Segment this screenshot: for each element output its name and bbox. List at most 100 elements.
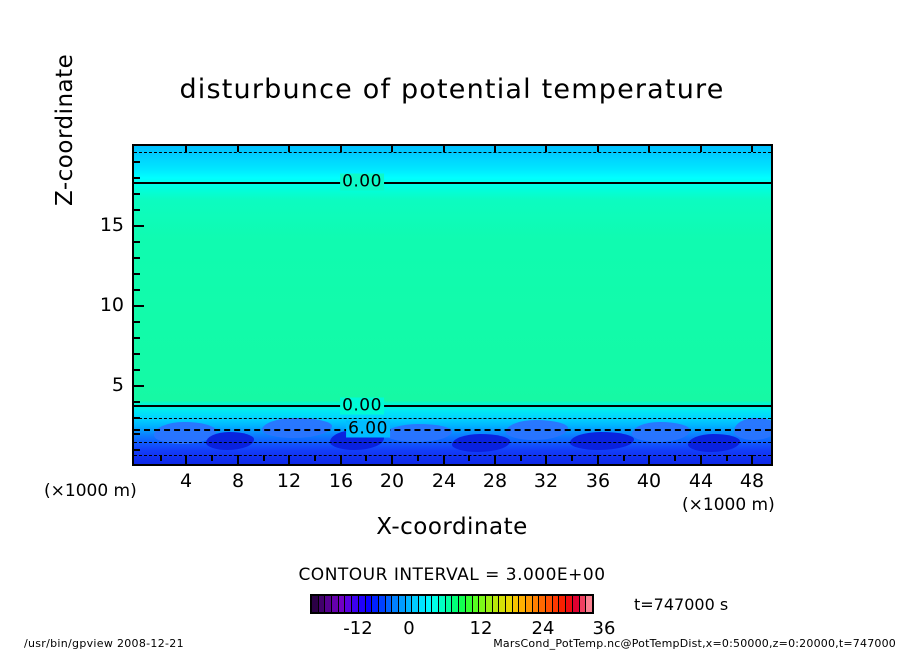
colorbar-cell: [378, 596, 386, 612]
x-tick-minor-top: [185, 146, 187, 152]
colorbar-cell: [492, 596, 500, 612]
colorbar-cell: [358, 596, 366, 612]
colorbar-cell: [385, 596, 393, 612]
x-tick-label: 24: [431, 470, 457, 492]
contour-interval-label: CONTOUR INTERVAL = 3.000E+00: [298, 565, 606, 585]
colorbar-tick-label: 12: [469, 618, 493, 639]
y-tick-minor: [134, 193, 140, 195]
colorbar-cell: [539, 596, 547, 612]
x-tick-label: 48: [739, 470, 765, 492]
x-tick-minor-top: [391, 146, 393, 152]
y-axis-title: Z-coordinate: [52, 53, 78, 206]
x-tick-major: [443, 455, 445, 465]
contour-line: [134, 405, 771, 407]
colorbar-cell: [572, 596, 580, 612]
x-tick-minor-top: [751, 146, 753, 152]
y-tick-label: 5: [111, 374, 124, 396]
turbulence-blotch: [688, 434, 740, 452]
turbulence-blotch: [632, 422, 690, 442]
x-tick-minor: [417, 455, 419, 461]
x-tick-major: [340, 455, 342, 465]
y-tick-label: 10: [99, 294, 124, 316]
x-tick-minor-top: [288, 146, 290, 152]
y-tick-minor: [134, 449, 140, 451]
y-tick-minor: [134, 289, 140, 291]
y-tick-minor: [134, 321, 140, 323]
x-tick-minor-top: [494, 146, 496, 152]
colorbar-cell: [566, 596, 573, 612]
colorbar-tick-label: 24: [531, 618, 555, 639]
colorbar-cell: [579, 596, 587, 612]
turbulence-blotch: [570, 432, 634, 450]
x-axis-title: X-coordinate: [376, 514, 528, 540]
colorbar-cell: [586, 596, 592, 612]
temperature-field-gradient: [134, 146, 771, 464]
y-tick-minor: [134, 353, 140, 355]
colorbar-cell: [338, 596, 346, 612]
colorbar[interactable]: [310, 594, 594, 614]
colorbar-cell: [398, 596, 406, 612]
x-tick-minor: [365, 455, 367, 461]
colorbar-cell: [312, 596, 319, 612]
colorbar-cell: [405, 596, 413, 612]
colorbar-tick-label: -12: [343, 618, 373, 639]
x-tick-minor-top: [700, 146, 702, 152]
colorbar-cell: [332, 596, 339, 612]
x-tick-label: 16: [328, 470, 354, 492]
x-tick-minor: [263, 455, 265, 461]
x-tick-minor-top: [597, 146, 599, 152]
x-tick-label: 32: [533, 470, 559, 492]
y-tick-minor: [134, 161, 140, 163]
y-tick-minor: [134, 257, 140, 259]
x-tick-major: [751, 455, 753, 465]
x-tick-major: [288, 455, 290, 465]
x-tick-label: 4: [179, 470, 193, 492]
contour-line: [134, 455, 771, 456]
y-tick-major: [134, 385, 144, 387]
colorbar-cell: [472, 596, 480, 612]
x-tick-label: 20: [379, 470, 405, 492]
x-tick-major: [700, 455, 702, 465]
y-tick-minor: [134, 369, 140, 371]
contour-label-mid: 0.00: [340, 395, 384, 416]
y-tick-minor: [134, 241, 140, 243]
footer-command-label: /usr/bin/gpview 2008-12-21: [24, 637, 184, 650]
contour-label-top: 0.00: [340, 171, 384, 192]
x-tick-minor-top: [648, 146, 650, 152]
y-tick-minor: [134, 273, 140, 275]
colorbar-cell: [392, 596, 399, 612]
colorbar-cell: [452, 596, 460, 612]
page-title: disturbunce of potential temperature: [179, 74, 725, 105]
x-unit-label-left: (×1000 m): [44, 481, 137, 501]
x-unit-label-right: (×1000 m): [682, 495, 775, 515]
colorbar-cell: [519, 596, 526, 612]
x-tick-label: 8: [231, 470, 245, 492]
y-tick-minor: [134, 417, 140, 419]
x-tick-major: [391, 455, 393, 465]
colorbar-cell: [499, 596, 506, 612]
y-tick-label: 15: [99, 214, 124, 236]
x-tick-major: [237, 455, 239, 465]
colorbar-cell: [325, 596, 333, 612]
x-tick-minor: [623, 455, 625, 461]
x-tick-minor: [674, 455, 676, 461]
contour-line: [134, 152, 771, 153]
colorbar-cell: [439, 596, 446, 612]
x-tick-label: 28: [482, 470, 508, 492]
turbulence-blotch: [206, 432, 254, 450]
colorbar-cell: [532, 596, 540, 612]
colorbar-cell: [412, 596, 419, 612]
turbulence-blotch: [154, 422, 216, 444]
x-tick-minor: [726, 455, 728, 461]
x-tick-minor-top: [545, 146, 547, 152]
x-tick-major: [648, 455, 650, 465]
colorbar-cell: [365, 596, 373, 612]
x-tick-minor: [211, 455, 213, 461]
colorbar-cell: [372, 596, 379, 612]
colorbar-cell: [318, 596, 326, 612]
colorbar-cell: [512, 596, 520, 612]
x-tick-major: [545, 455, 547, 465]
x-tick-label: 40: [636, 470, 662, 492]
x-tick-minor: [468, 455, 470, 461]
time-stamp-label: t=747000 s: [634, 595, 729, 614]
